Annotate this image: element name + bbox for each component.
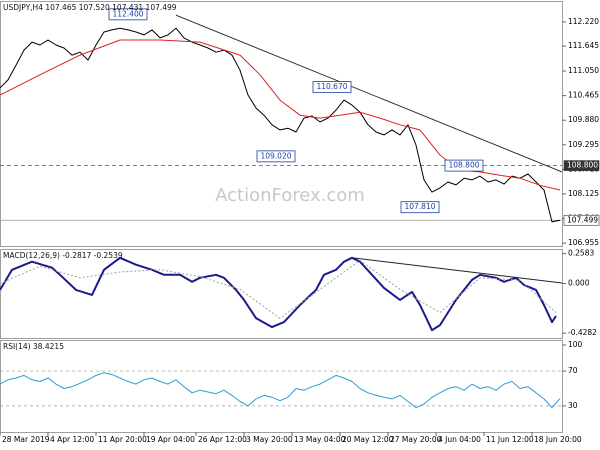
y-tick-label: 100 xyxy=(568,340,583,349)
price-label-box xyxy=(563,160,600,171)
x-tick-label: 18 Jun 20:00 xyxy=(534,435,582,444)
x-tick-label: 28 Mar 2019 xyxy=(2,435,50,444)
annotation-label: 110.670 xyxy=(316,82,347,91)
x-tick-label: 4 Jun 04:00 xyxy=(438,435,481,444)
x-tick-label: 19 Apr 04:00 xyxy=(146,435,195,444)
annotation-box xyxy=(256,150,296,163)
price-label: 107.499 xyxy=(567,215,598,224)
price-label-box xyxy=(563,214,600,226)
series-line xyxy=(0,259,557,319)
annotation-label: 112.400 xyxy=(112,9,143,18)
y-tick-label: 110.465 xyxy=(568,91,599,100)
y-tick-label: 111.645 xyxy=(568,41,599,50)
y-tick-label: 111.050 xyxy=(568,66,599,75)
annotation-box xyxy=(312,81,352,93)
series-line xyxy=(0,372,561,409)
y-tick-label: 112.220 xyxy=(568,17,599,26)
annotation-label: 108.800 xyxy=(448,161,479,170)
x-tick-label: 13 May 04:00 xyxy=(294,435,346,444)
panel-title: RSI(14) 38.4215 xyxy=(3,342,64,351)
panel-frame xyxy=(0,249,563,339)
x-tick-label: 20 May 12:00 xyxy=(342,435,394,444)
series-line xyxy=(0,39,561,191)
panel-frame xyxy=(0,1,563,247)
annotation-label: 109.020 xyxy=(260,151,291,160)
panel-title: USDJPY,H4 107.465 107.520 107.431 107.49… xyxy=(3,3,177,12)
x-tick-label: 11 Apr 20:00 xyxy=(98,435,147,444)
trend-line xyxy=(175,14,563,173)
annotation-label: 107.810 xyxy=(404,202,435,211)
y-tick-label: 109.880 xyxy=(568,115,599,124)
y-tick-label: 70 xyxy=(568,366,578,375)
y-tick-label: 30 xyxy=(568,401,578,410)
watermark: ActionForex.com xyxy=(215,185,365,206)
x-tick-label: 4 Apr 12:00 xyxy=(50,435,94,444)
x-tick-label: 26 Apr 12:00 xyxy=(198,435,247,444)
annotation-box xyxy=(444,159,484,172)
series-line xyxy=(0,256,557,332)
annotation-box xyxy=(400,201,440,214)
x-tick-label: 11 Jun 12:00 xyxy=(486,435,534,444)
panel-frame xyxy=(0,340,563,433)
y-tick-label: 0.2583 xyxy=(568,249,594,258)
y-tick-label: 106.955 xyxy=(568,238,599,247)
annotation-box xyxy=(108,8,148,21)
y-tick-label: 109.295 xyxy=(568,140,599,149)
y-tick-label: -0.4282 xyxy=(568,328,597,337)
x-tick-label: 27 May 20:00 xyxy=(390,435,442,444)
x-tick-label: 3 May 20:00 xyxy=(246,435,293,444)
y-tick-label: 0.000 xyxy=(568,279,590,288)
trend-line xyxy=(351,257,563,284)
price-label: 108.800 xyxy=(567,161,598,170)
panel-title: MACD(12,26,9) -0.2817 -0.2539 xyxy=(3,251,123,260)
y-tick-label: 108.125 xyxy=(568,189,599,198)
